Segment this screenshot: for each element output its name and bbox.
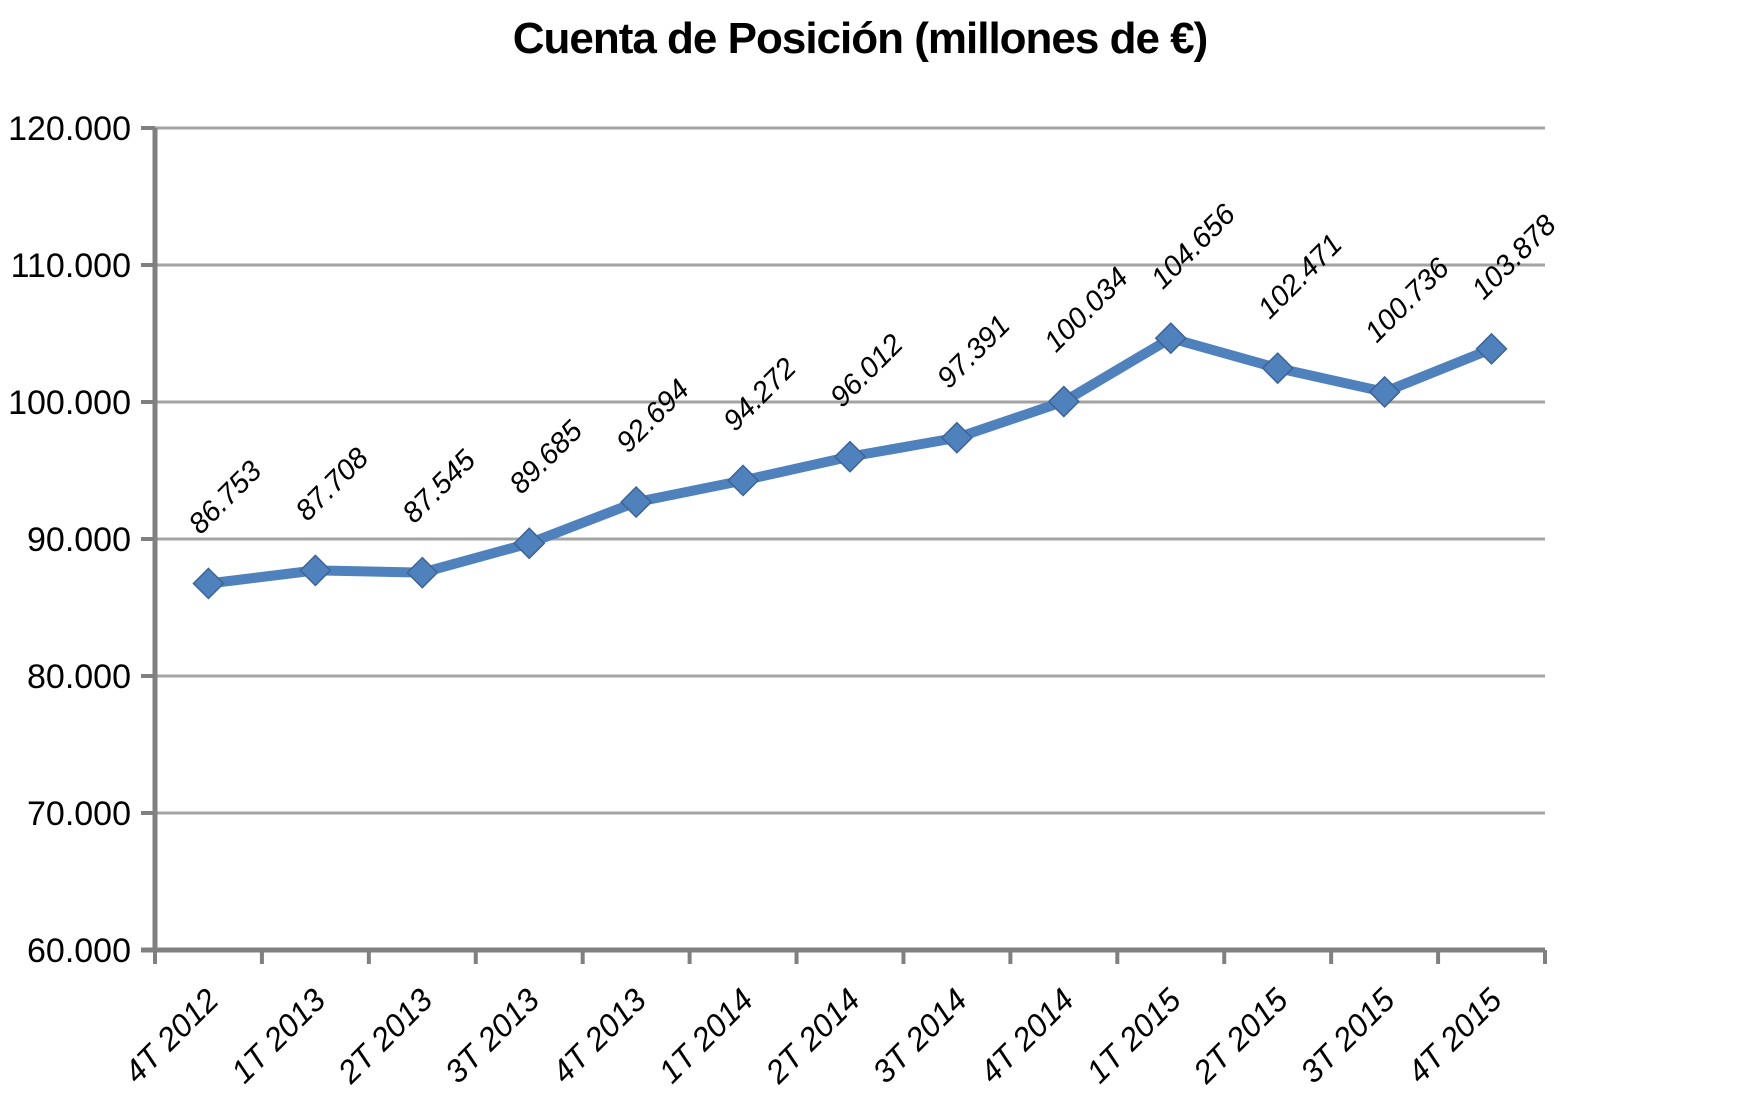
data-point-marker <box>1154 322 1187 355</box>
x-axis-label: 1T 2013 <box>224 981 333 1090</box>
data-label: 100.034 <box>1038 262 1135 359</box>
data-label: 104.656 <box>1145 198 1242 295</box>
x-axis-label: 4T 2012 <box>117 981 226 1090</box>
data-label: 102.471 <box>1252 228 1349 325</box>
data-point-marker <box>940 421 973 454</box>
x-axis-label: 2T 2013 <box>330 981 439 1090</box>
data-point-marker <box>1047 385 1080 418</box>
data-point-marker <box>833 440 867 473</box>
x-axis-label: 4T 2014 <box>972 981 1080 1089</box>
data-point-marker <box>192 567 225 600</box>
data-label: 92.694 <box>610 374 695 459</box>
x-axis-label: 3T 2014 <box>865 981 973 1089</box>
data-label: 94.272 <box>717 352 802 437</box>
y-axis-tick-label: 100.000 <box>8 384 131 422</box>
data-label: 86.753 <box>183 455 268 540</box>
data-point-marker <box>406 556 439 589</box>
data-point-marker <box>513 527 546 560</box>
data-point-marker <box>620 486 653 519</box>
data-point-marker <box>1368 375 1401 408</box>
data-point-marker <box>1475 332 1508 365</box>
data-label: 87.708 <box>290 442 375 527</box>
x-axis-label: 3T 2015 <box>1293 981 1402 1090</box>
y-axis-tick-label: 60.000 <box>27 932 131 970</box>
x-axis-label: 4T 2013 <box>545 981 654 1090</box>
x-axis-label: 3T 2013 <box>438 981 547 1090</box>
data-label: 97.391 <box>931 309 1016 394</box>
x-axis-label: 1T 2014 <box>652 981 760 1089</box>
y-axis-tick-label: 70.000 <box>27 795 131 833</box>
y-axis-tick-label: 120.000 <box>8 110 131 148</box>
data-label: 87.545 <box>397 444 483 530</box>
x-axis-label: 2T 2015 <box>1185 981 1294 1090</box>
y-axis-tick-label: 90.000 <box>27 521 131 559</box>
data-point-marker <box>299 554 332 587</box>
data-point-marker <box>1261 352 1294 385</box>
y-axis-tick-label: 110.000 <box>11 247 131 285</box>
data-label: 89.685 <box>504 414 590 500</box>
data-label: 103.878 <box>1466 209 1563 306</box>
x-axis-label: 1T 2015 <box>1079 981 1188 1090</box>
x-axis-label: 4T 2015 <box>1400 981 1509 1090</box>
y-axis-tick-label: 80.000 <box>27 658 131 696</box>
chart-title: Cuenta de Posición (millones de €) <box>512 14 1209 63</box>
x-axis-label: 2T 2014 <box>758 981 867 1090</box>
data-point-marker <box>727 464 760 497</box>
